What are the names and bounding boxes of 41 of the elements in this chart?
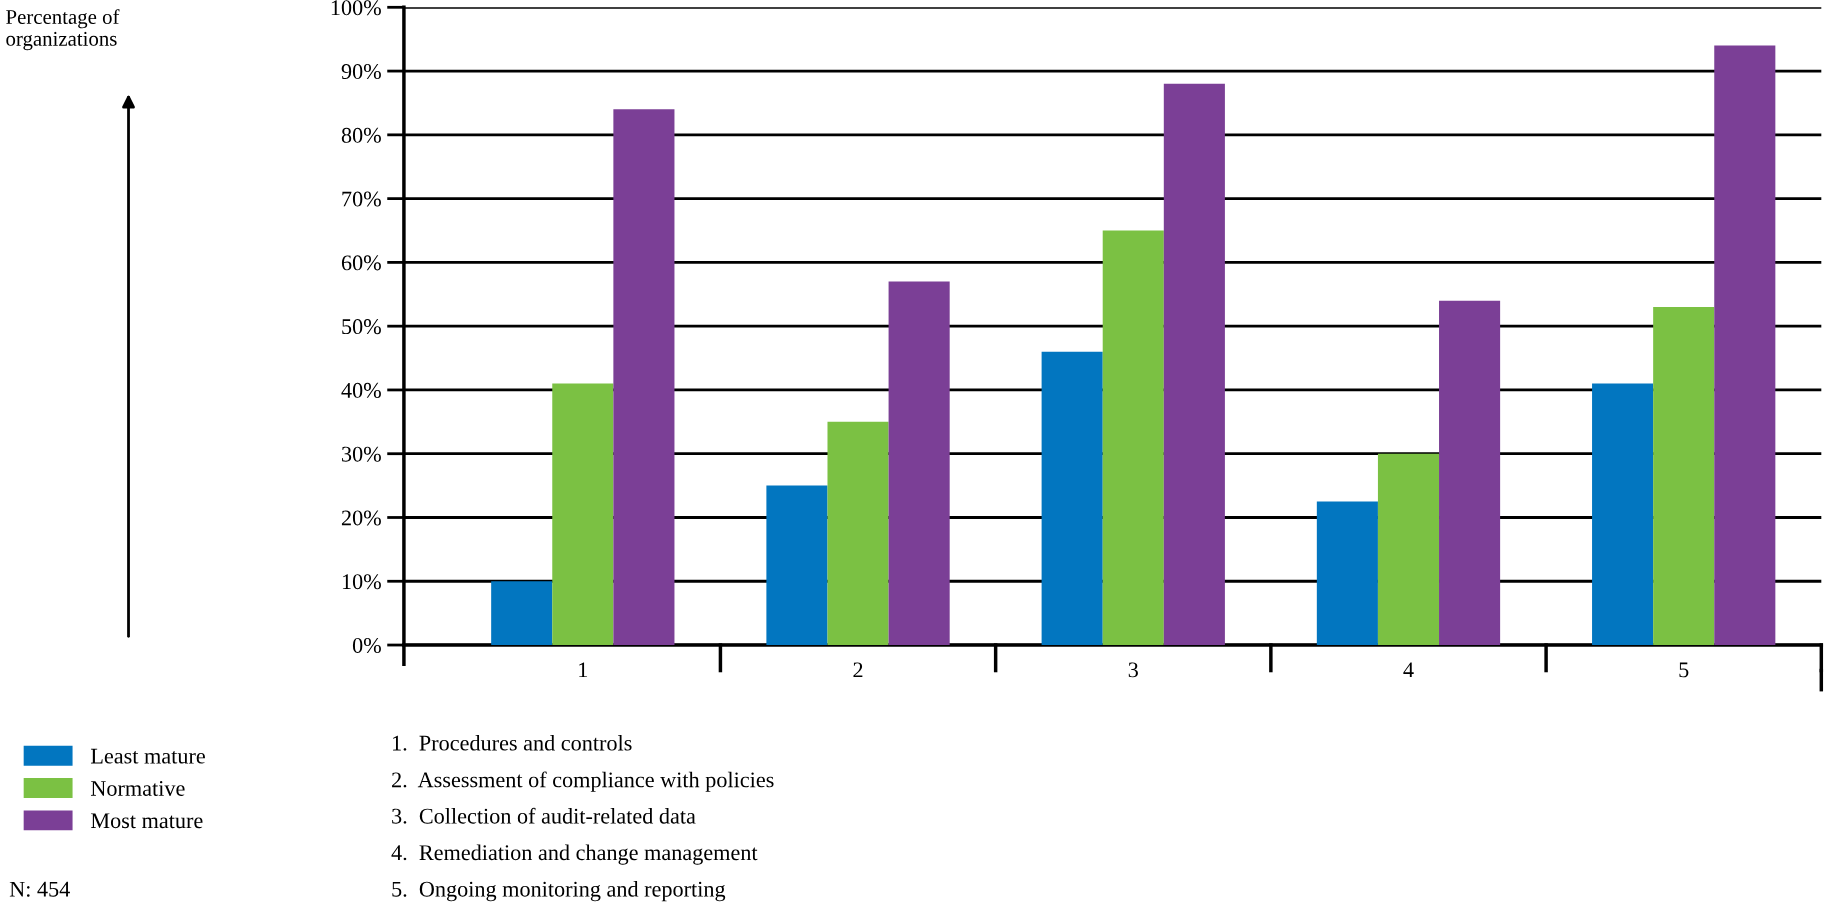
- bar: [1316, 501, 1378, 646]
- bar: [491, 581, 553, 646]
- y-tick-label: 10%: [342, 574, 381, 590]
- bar: [888, 281, 950, 646]
- bar: [1102, 230, 1164, 646]
- x-tick-label: 3: [1128, 662, 1138, 678]
- y-tick-label: 0%: [352, 637, 381, 654]
- text: 4. Remediation and change management: [391, 844, 758, 865]
- bar: [766, 485, 828, 646]
- bar: [1041, 351, 1103, 646]
- bar: [1163, 83, 1225, 646]
- bar: [613, 109, 675, 646]
- x-tick-label: 4: [1403, 662, 1414, 678]
- y-tick-label: 30%: [342, 446, 381, 462]
- bar: [827, 421, 889, 646]
- text: N: 454: [9, 881, 70, 897]
- text: 2. Assessment of compliance with policies: [392, 771, 774, 792]
- y-tick-label: 40%: [341, 382, 381, 398]
- legend-label: Least mature: [90, 748, 205, 764]
- bar: [1439, 300, 1501, 646]
- y-tick-label: 90%: [341, 64, 381, 80]
- y-tick-label: 100%: [331, 0, 381, 16]
- y-tick-label: 20%: [341, 510, 381, 526]
- text: 5. Ongoing monitoring and reporting: [392, 881, 726, 902]
- bar: [552, 383, 614, 646]
- y-tick-label: 80%: [341, 127, 381, 143]
- bar: [1653, 307, 1715, 646]
- x-tick-label: 2: [853, 662, 863, 678]
- bar: [1714, 45, 1776, 646]
- y-tick-label: 60%: [341, 255, 381, 271]
- x-tick-label: 1: [579, 662, 588, 678]
- x-tick-label: 5: [1679, 662, 1689, 678]
- y-tick-label: 70%: [342, 191, 381, 207]
- text: Percentage of organizations: [6, 9, 120, 51]
- text: 1. Procedures and controls: [393, 734, 632, 751]
- y-tick-label: 50%: [342, 319, 381, 335]
- bar: [1592, 383, 1654, 646]
- text: 3. Collection of audit-related data: [392, 807, 696, 824]
- bar: [1377, 453, 1440, 646]
- legend-label: Normative: [90, 780, 185, 796]
- legend-label: Most mature: [90, 813, 203, 829]
